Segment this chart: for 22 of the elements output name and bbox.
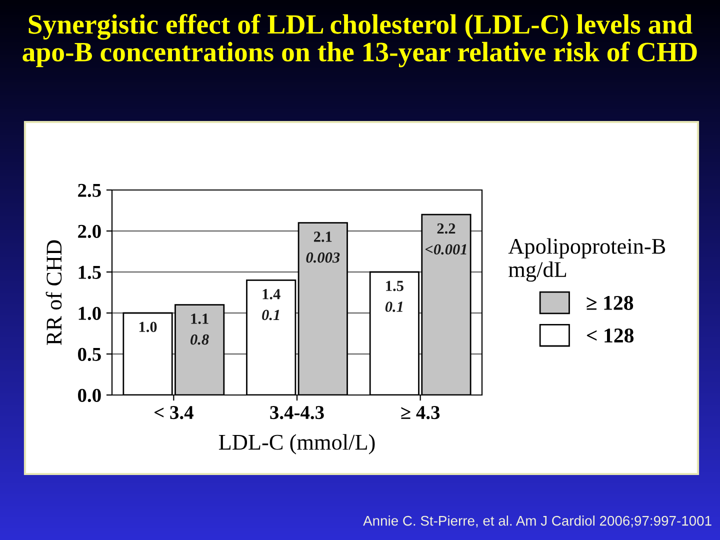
y-tick-label: 2.0: [78, 224, 101, 238]
x-axis-title: LDL-C (mmol/L): [218, 434, 375, 454]
x-tick-label: < 3.4: [154, 406, 194, 420]
y-tick-label: 2.5: [78, 184, 101, 198]
data-label: 2.1 0.003: [306, 232, 340, 263]
y-tick-label: 0.0: [78, 388, 101, 402]
data-label: 1.0: [139, 322, 157, 332]
legend-label: ≥ 128: [586, 296, 634, 310]
y-tick-label: 0.5: [78, 348, 101, 362]
legend-title: Apolipoprotein-B mg/dL: [508, 238, 666, 282]
data-label: 1.4 0.1: [262, 289, 280, 320]
y-tick-label: 1.0: [78, 306, 101, 320]
y-tick-label: 1.5: [78, 266, 101, 280]
chart-title: Synergistic effect of LDL cholesterol (LDL-C) levels and apo-B concentrations on the 13-year relative risk of CHD: [22, 14, 697, 68]
data-label: 1.1 0.8: [190, 314, 209, 345]
x-tick-label: ≥ 4.3: [401, 406, 440, 420]
legend-label: < 128: [586, 328, 634, 343]
x-tick-label: 3.4-4.3: [270, 406, 324, 420]
data-label: 1.5 0.1: [385, 280, 404, 312]
data-label: 2.2 <0.001: [425, 223, 466, 255]
y-axis-title: RR of CHD: [46, 240, 62, 345]
text: Annie C. St-Pierre, et al. Am J Cardiol 2006;97:997-1001: [363, 516, 712, 528]
